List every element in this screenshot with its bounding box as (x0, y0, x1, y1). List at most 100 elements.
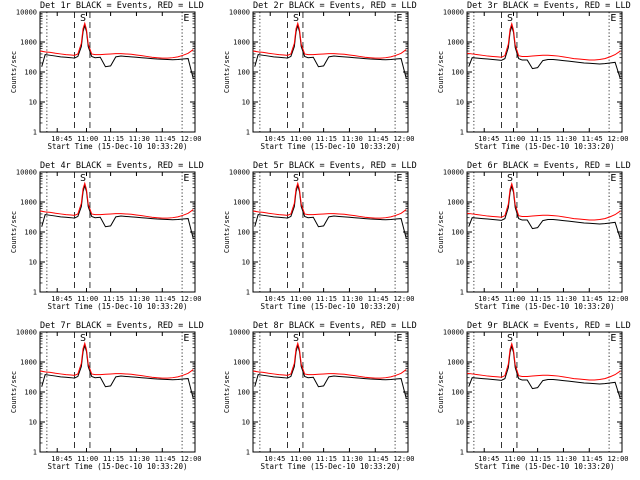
y-tick-label: 1000 (447, 199, 464, 207)
y-tick-label: 10 (456, 259, 464, 267)
x-tick-label: 12:00 (180, 455, 201, 463)
y-tick-label: 1 (33, 129, 37, 137)
x-tick-label: 11:15 (103, 455, 124, 463)
marker-e: E (396, 13, 402, 24)
y-tick-label: 10000 (16, 329, 37, 337)
x-tick-label: 12:00 (180, 295, 201, 303)
y-axis-label: Counts/sec (10, 51, 18, 93)
series-lld-line (252, 181, 407, 219)
y-tick-label: 10000 (443, 329, 464, 337)
series-lld-line (39, 181, 194, 219)
x-tick-label: 11:30 (129, 135, 150, 143)
series-events-line (468, 24, 621, 79)
plot-frame (466, 331, 623, 453)
y-tick-label: 1000 (233, 359, 250, 367)
plot-frame (252, 171, 409, 293)
panel-title: Det 7r BLACK = Events, RED = LLD (40, 321, 204, 331)
panel-det-2: Det 2r BLACK = Events, RED = LLD 1 10 100 10… (223, 1, 417, 151)
y-axis-label: Counts/sec (10, 371, 18, 413)
panel-det-4: Det 4r BLACK = Events, RED = LLD 1 10 100 10… (10, 161, 204, 311)
x-tick-label: 12:00 (607, 455, 628, 463)
marker-e: E (610, 173, 616, 184)
x-tick-label: 11:00 (290, 135, 311, 143)
series-lld-line (252, 341, 407, 379)
plot-frame (39, 331, 196, 453)
panel-title: Det 9r BLACK = Events, RED = LLD (467, 321, 631, 331)
x-axis-label: Start Time (15-Dec-10 10:33:20) (475, 462, 615, 471)
x-tick-label: 12:00 (607, 295, 628, 303)
x-tick-label: 11:00 (504, 135, 525, 143)
y-axis-label: Counts/sec (223, 371, 231, 413)
x-tick-label: 12:00 (393, 295, 414, 303)
x-tick-label: 11:45 (582, 135, 603, 143)
x-tick-label: 11:15 (103, 295, 124, 303)
y-tick-label: 10000 (229, 9, 250, 17)
x-tick-label: 10:45 (51, 455, 72, 463)
x-tick-label: 11:30 (556, 295, 577, 303)
y-tick-label: 1 (460, 129, 464, 137)
y-tick-label: 1000 (20, 199, 37, 207)
x-tick-label: 10:45 (264, 455, 285, 463)
x-tick-label: 11:15 (316, 455, 337, 463)
marker-e: E (396, 333, 402, 344)
marker-e: E (610, 333, 616, 344)
panel-det-7: Det 7r BLACK = Events, RED = LLD 1 10 100 10… (10, 321, 204, 471)
x-axis-label: Start Time (15-Dec-10 10:33:20) (48, 302, 188, 311)
x-tick-label: 12:00 (607, 135, 628, 143)
series-lld-line (466, 181, 621, 221)
marker-s: S (507, 13, 513, 24)
marker-s: S (80, 173, 86, 184)
panel-title: Det 6r BLACK = Events, RED = LLD (467, 161, 631, 171)
x-tick-label: 10:45 (264, 135, 285, 143)
x-tick-label: 11:00 (290, 455, 311, 463)
y-tick-label: 10000 (16, 9, 37, 17)
x-tick-label: 11:15 (530, 455, 551, 463)
y-tick-label: 1 (33, 449, 37, 457)
x-tick-label: 11:00 (504, 455, 525, 463)
x-tick-label: 10:45 (478, 455, 499, 463)
y-tick-label: 10 (242, 419, 250, 427)
series-lld-line (252, 21, 407, 59)
series-lld-line (466, 21, 621, 61)
x-axis-label: Start Time (15-Dec-10 10:33:20) (261, 142, 401, 151)
y-tick-label: 100 (237, 229, 250, 237)
x-tick-label: 11:45 (155, 295, 176, 303)
y-tick-label: 100 (451, 389, 464, 397)
panel-det-8: Det 8r BLACK = Events, RED = LLD 1 10 100 10… (223, 321, 417, 471)
x-tick-label: 10:45 (51, 295, 72, 303)
panel-det-9: Det 9r BLACK = Events, RED = LLD 1 10 100 10… (437, 321, 631, 471)
marker-s: S (293, 333, 299, 344)
x-tick-label: 11:15 (316, 135, 337, 143)
marker-e: E (610, 13, 616, 24)
panel-title: Det 3r BLACK = Events, RED = LLD (467, 1, 631, 11)
series-events-line (254, 183, 407, 239)
y-tick-label: 10 (456, 99, 464, 107)
y-tick-label: 100 (24, 229, 37, 237)
panel-det-1: Det 1r BLACK = Events, RED = LLD 1 10 100 10… (10, 1, 204, 151)
x-tick-label: 11:45 (155, 455, 176, 463)
y-tick-label: 10000 (16, 169, 37, 177)
panel-title: Det 1r BLACK = Events, RED = LLD (40, 1, 204, 11)
y-tick-label: 1000 (447, 39, 464, 47)
x-tick-label: 11:00 (504, 295, 525, 303)
marker-s: S (293, 173, 299, 184)
y-axis-label: Counts/sec (223, 211, 231, 253)
y-tick-label: 1000 (233, 39, 250, 47)
x-tick-label: 11:30 (342, 135, 363, 143)
series-events-line (41, 183, 194, 239)
series-events-line (254, 23, 407, 79)
series-events-line (468, 184, 621, 239)
panel-det-6: Det 6r BLACK = Events, RED = LLD 1 10 100 10… (437, 161, 631, 311)
x-tick-label: 11:45 (368, 455, 389, 463)
marker-s: S (507, 173, 513, 184)
plot-frame (466, 171, 623, 293)
y-tick-label: 100 (237, 389, 250, 397)
x-tick-label: 11:30 (129, 295, 150, 303)
x-axis-label: Start Time (15-Dec-10 10:33:20) (48, 142, 188, 151)
y-tick-label: 1000 (20, 39, 37, 47)
marker-s: S (507, 333, 513, 344)
y-tick-label: 10000 (229, 169, 250, 177)
y-tick-label: 10 (29, 419, 37, 427)
y-tick-label: 10000 (443, 9, 464, 17)
x-tick-label: 10:45 (264, 295, 285, 303)
